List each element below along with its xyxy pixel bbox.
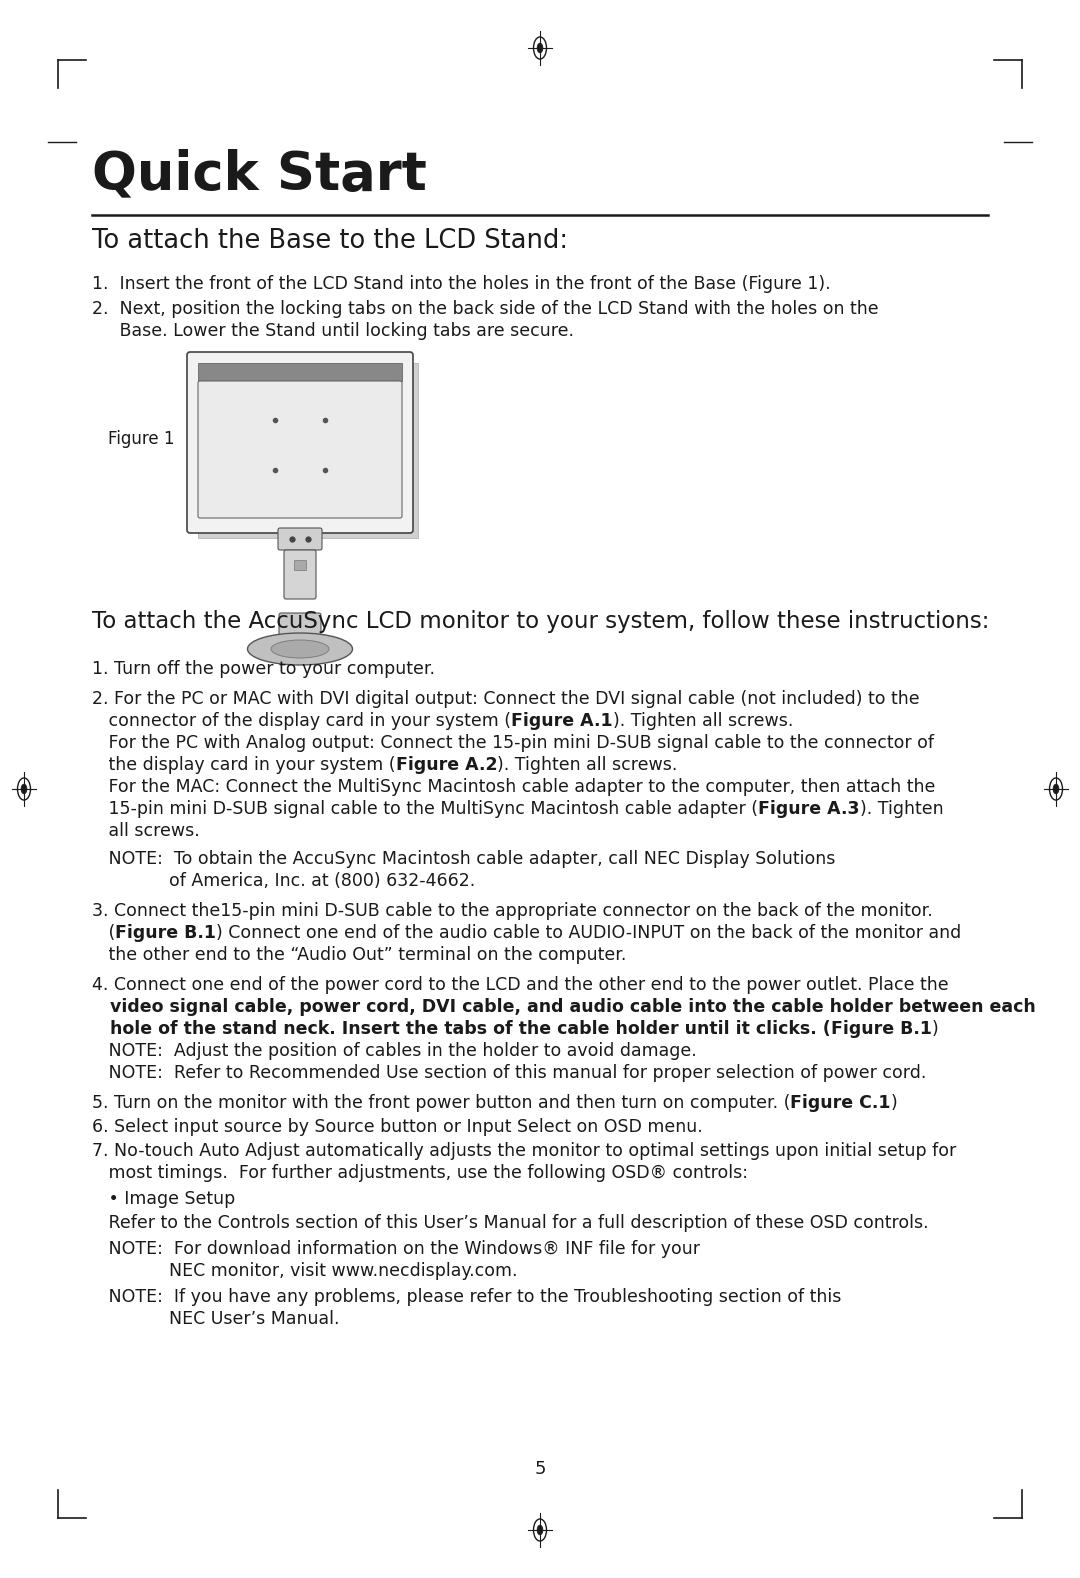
FancyBboxPatch shape bbox=[198, 380, 402, 518]
Ellipse shape bbox=[537, 43, 543, 54]
FancyBboxPatch shape bbox=[278, 529, 322, 551]
Bar bbox=[198, 363, 402, 380]
Ellipse shape bbox=[271, 641, 329, 658]
Text: connector of the display card in your system (: connector of the display card in your sy… bbox=[92, 712, 511, 731]
Text: Figure C.1: Figure C.1 bbox=[791, 1094, 891, 1112]
Text: 3. Connect the15-pin mini D-SUB cable to the appropriate connector on the back o: 3. Connect the15-pin mini D-SUB cable to… bbox=[92, 903, 933, 920]
Text: Base. Lower the Stand until locking tabs are secure.: Base. Lower the Stand until locking tabs… bbox=[92, 322, 573, 339]
Text: To attach the Base to the LCD Stand:: To attach the Base to the LCD Stand: bbox=[92, 227, 568, 254]
Bar bbox=[198, 363, 418, 538]
Text: NOTE:  Adjust the position of cables in the holder to avoid damage.: NOTE: Adjust the position of cables in t… bbox=[92, 1041, 697, 1060]
Text: ). Tighten: ). Tighten bbox=[860, 800, 943, 817]
Text: ): ) bbox=[932, 1019, 939, 1038]
Text: Figure B.1: Figure B.1 bbox=[831, 1019, 932, 1038]
Text: 2.  Next, position the locking tabs on the back side of the LCD Stand with the h: 2. Next, position the locking tabs on th… bbox=[92, 300, 879, 319]
Text: Quick Start: Quick Start bbox=[92, 148, 427, 200]
Text: 5. Turn on the monitor with the front power button and then turn on computer. (: 5. Turn on the monitor with the front po… bbox=[92, 1094, 791, 1112]
Text: To attach the AccuSync LCD monitor to your system, follow these instructions:: To attach the AccuSync LCD monitor to yo… bbox=[92, 611, 989, 633]
Text: 5: 5 bbox=[535, 1460, 545, 1479]
Bar bbox=[294, 560, 306, 570]
Ellipse shape bbox=[1053, 784, 1058, 794]
Text: video signal cable, power cord, DVI cable, and audio cable into the cable holder: video signal cable, power cord, DVI cabl… bbox=[92, 997, 1036, 1016]
Text: Refer to the Controls section of this User’s Manual for a full description of th: Refer to the Controls section of this Us… bbox=[92, 1213, 929, 1232]
Ellipse shape bbox=[22, 784, 27, 794]
FancyBboxPatch shape bbox=[284, 551, 316, 600]
Text: ). Tighten all screws.: ). Tighten all screws. bbox=[497, 756, 677, 773]
Text: of America, Inc. at (800) 632-4662.: of America, Inc. at (800) 632-4662. bbox=[92, 873, 475, 890]
Text: the other end to the “Audio Out” terminal on the computer.: the other end to the “Audio Out” termina… bbox=[92, 945, 626, 964]
Text: most timings.  For further adjustments, use the following OSD® controls:: most timings. For further adjustments, u… bbox=[92, 1165, 748, 1182]
Text: NEC monitor, visit www.necdisplay.com.: NEC monitor, visit www.necdisplay.com. bbox=[92, 1262, 517, 1280]
Text: 2. For the PC or MAC with DVI digital output: Connect the DVI signal cable (not : 2. For the PC or MAC with DVI digital ou… bbox=[92, 690, 920, 709]
Text: For the MAC: Connect the MultiSync Macintosh cable adapter to the computer, then: For the MAC: Connect the MultiSync Macin… bbox=[92, 778, 935, 795]
Text: 15-pin mini D-SUB signal cable to the MultiSync Macintosh cable adapter (: 15-pin mini D-SUB signal cable to the Mu… bbox=[92, 800, 758, 817]
Text: NOTE:  If you have any problems, please refer to the Troubleshooting section of : NOTE: If you have any problems, please r… bbox=[92, 1288, 841, 1307]
Text: 1.  Insert the front of the LCD Stand into the holes in the front of the Base (F: 1. Insert the front of the LCD Stand int… bbox=[92, 275, 831, 294]
Text: ) Connect one end of the audio cable to AUDIO-INPUT on the back of the monitor a: ) Connect one end of the audio cable to … bbox=[216, 925, 961, 942]
Text: Figure A.2: Figure A.2 bbox=[395, 756, 497, 773]
Ellipse shape bbox=[247, 633, 352, 664]
Text: For the PC with Analog output: Connect the 15-pin mini D-SUB signal cable to the: For the PC with Analog output: Connect t… bbox=[92, 734, 934, 753]
Text: 6. Select input source by Source button or Input Select on OSD menu.: 6. Select input source by Source button … bbox=[92, 1117, 703, 1136]
Text: Figure A.1: Figure A.1 bbox=[511, 712, 612, 731]
Text: ). Tighten all screws.: ). Tighten all screws. bbox=[612, 712, 793, 731]
Text: 4. Connect one end of the power cord to the LCD and the other end to the power o: 4. Connect one end of the power cord to … bbox=[92, 977, 948, 994]
Text: 1. Turn off the power to your computer.: 1. Turn off the power to your computer. bbox=[92, 660, 435, 679]
Text: NOTE:  Refer to Recommended Use section of this manual for proper selection of p: NOTE: Refer to Recommended Use section o… bbox=[92, 1064, 927, 1083]
Text: Figure A.3: Figure A.3 bbox=[758, 800, 860, 817]
Text: NEC User’s Manual.: NEC User’s Manual. bbox=[92, 1310, 339, 1329]
Text: the display card in your system (: the display card in your system ( bbox=[92, 756, 395, 773]
Text: all screws.: all screws. bbox=[92, 822, 200, 839]
Text: hole of the stand neck. Insert the tabs of the cable holder until it clicks. (: hole of the stand neck. Insert the tabs … bbox=[92, 1019, 831, 1038]
Ellipse shape bbox=[537, 1524, 543, 1535]
Text: Figure 1: Figure 1 bbox=[108, 429, 175, 448]
FancyBboxPatch shape bbox=[187, 352, 413, 533]
Text: (: ( bbox=[92, 925, 116, 942]
Text: 7. No-touch Auto Adjust automatically adjusts the monitor to optimal settings up: 7. No-touch Auto Adjust automatically ad… bbox=[92, 1142, 956, 1160]
Text: Figure B.1: Figure B.1 bbox=[116, 925, 216, 942]
Text: • Image Setup: • Image Setup bbox=[92, 1190, 235, 1209]
Text: ): ) bbox=[891, 1094, 897, 1112]
Text: NOTE:  For download information on the Windows® INF file for your: NOTE: For download information on the Wi… bbox=[92, 1240, 700, 1258]
Text: NOTE:  To obtain the AccuSync Macintosh cable adapter, call NEC Display Solution: NOTE: To obtain the AccuSync Macintosh c… bbox=[92, 851, 835, 868]
FancyBboxPatch shape bbox=[279, 612, 321, 639]
